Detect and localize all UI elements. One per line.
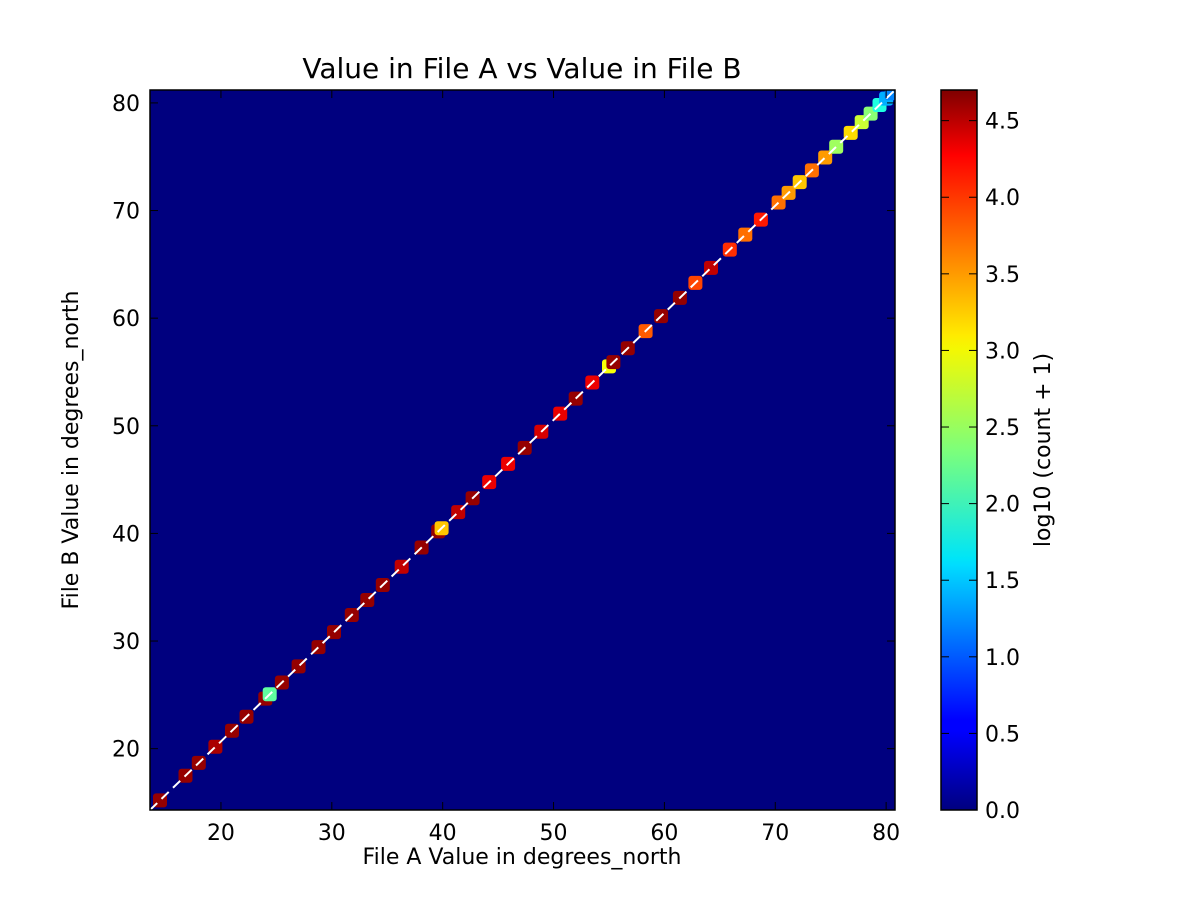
colorbar-tick-label: 0.0 bbox=[985, 799, 1020, 824]
y-axis-label: File B Value in degrees_north bbox=[59, 291, 84, 610]
colorbar-tick-label: 1.0 bbox=[985, 646, 1020, 671]
x-tick-label: 60 bbox=[650, 821, 678, 846]
chart-title: Value in File A vs Value in File B bbox=[302, 52, 741, 85]
y-tick-label: 40 bbox=[112, 522, 140, 547]
x-axis-label: File A Value in degrees_north bbox=[363, 845, 682, 870]
colorbar-tick-label: 3.5 bbox=[985, 263, 1020, 288]
colorbar-tick-label: 3.0 bbox=[985, 339, 1020, 364]
colorbar-gradient bbox=[941, 90, 977, 810]
y-tick-label: 60 bbox=[112, 307, 140, 332]
x-tick-label: 20 bbox=[207, 821, 235, 846]
y-tick-label: 70 bbox=[112, 200, 140, 225]
x-tick-label: 80 bbox=[872, 821, 900, 846]
x-axis-ticks: 20 30 40 50 60 70 80 bbox=[207, 90, 900, 846]
colorbar-frame bbox=[940, 89, 978, 811]
colorbar-tick-label: 4.5 bbox=[985, 110, 1020, 135]
x-tick-label: 70 bbox=[761, 821, 789, 846]
colorbar-ticks: 0.0 0.5 1.0 1.5 2.0 2.5 3.0 3.5 4.0 4.5 bbox=[941, 110, 1020, 824]
x-tick-label: 40 bbox=[429, 821, 457, 846]
x-tick-label: 50 bbox=[540, 821, 568, 846]
colorbar-tick-label: 0.5 bbox=[985, 722, 1020, 747]
colorbar-tick-label: 2.0 bbox=[985, 493, 1020, 518]
colorbar-tick-label: 1.5 bbox=[985, 569, 1020, 594]
plot-area: 20 30 40 50 60 70 80 20 30 40 50 60 70 80 bbox=[112, 89, 900, 846]
y-tick-label: 80 bbox=[112, 92, 140, 117]
colorbar-tick-label: 4.0 bbox=[985, 186, 1020, 211]
colorbar: 0.0 0.5 1.0 1.5 2.0 2.5 3.0 3.5 4.0 4.5 log10 (co… bbox=[940, 89, 1056, 824]
y-tick-label: 30 bbox=[112, 630, 140, 655]
colorbar-label: log10 (count + 1) bbox=[1031, 353, 1056, 547]
plot-frame bbox=[149, 89, 896, 811]
x-tick-label: 30 bbox=[318, 821, 346, 846]
y-tick-label: 20 bbox=[112, 738, 140, 763]
colorbar-tick-label: 2.5 bbox=[985, 416, 1020, 441]
y-axis-ticks: 20 30 40 50 60 70 80 bbox=[112, 92, 895, 763]
y-tick-label: 50 bbox=[112, 415, 140, 440]
reference-line bbox=[149, 89, 896, 811]
